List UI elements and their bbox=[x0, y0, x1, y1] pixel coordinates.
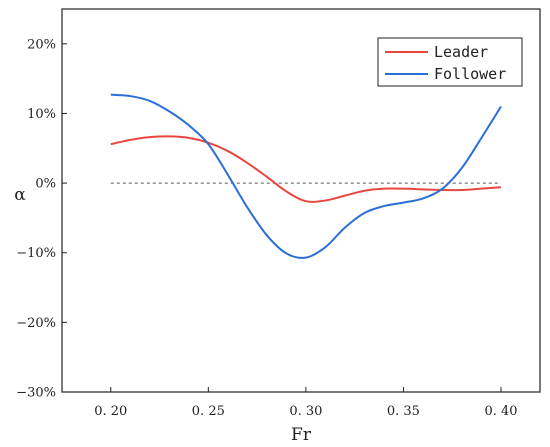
x-tick-label: 0. 40 bbox=[484, 404, 517, 419]
y-tick-label: 10% bbox=[27, 107, 56, 122]
x-tick-label: 0. 25 bbox=[192, 404, 225, 419]
x-axis-label: Fr bbox=[291, 425, 312, 445]
x-tick-label: 0. 35 bbox=[387, 404, 420, 419]
plot-frame bbox=[61, 8, 541, 393]
series-line-follower bbox=[110, 93, 502, 259]
y-tick-label: 0% bbox=[35, 177, 56, 192]
y-tick-label: −10% bbox=[16, 246, 56, 261]
legend: Leader Follower bbox=[377, 37, 523, 87]
y-axis-label: α bbox=[14, 185, 26, 205]
legend-label-leader: Leader bbox=[434, 43, 488, 61]
series-line-leader bbox=[110, 135, 502, 203]
legend-label-follower: Follower bbox=[434, 65, 506, 83]
x-tick-label: 0. 30 bbox=[289, 404, 322, 419]
y-tick-label: −20% bbox=[16, 316, 56, 331]
legend-box bbox=[377, 37, 523, 87]
y-tick-label: 20% bbox=[27, 37, 56, 52]
x-tick-label: 0. 20 bbox=[94, 404, 127, 419]
y-tick-label: −30% bbox=[16, 386, 56, 401]
